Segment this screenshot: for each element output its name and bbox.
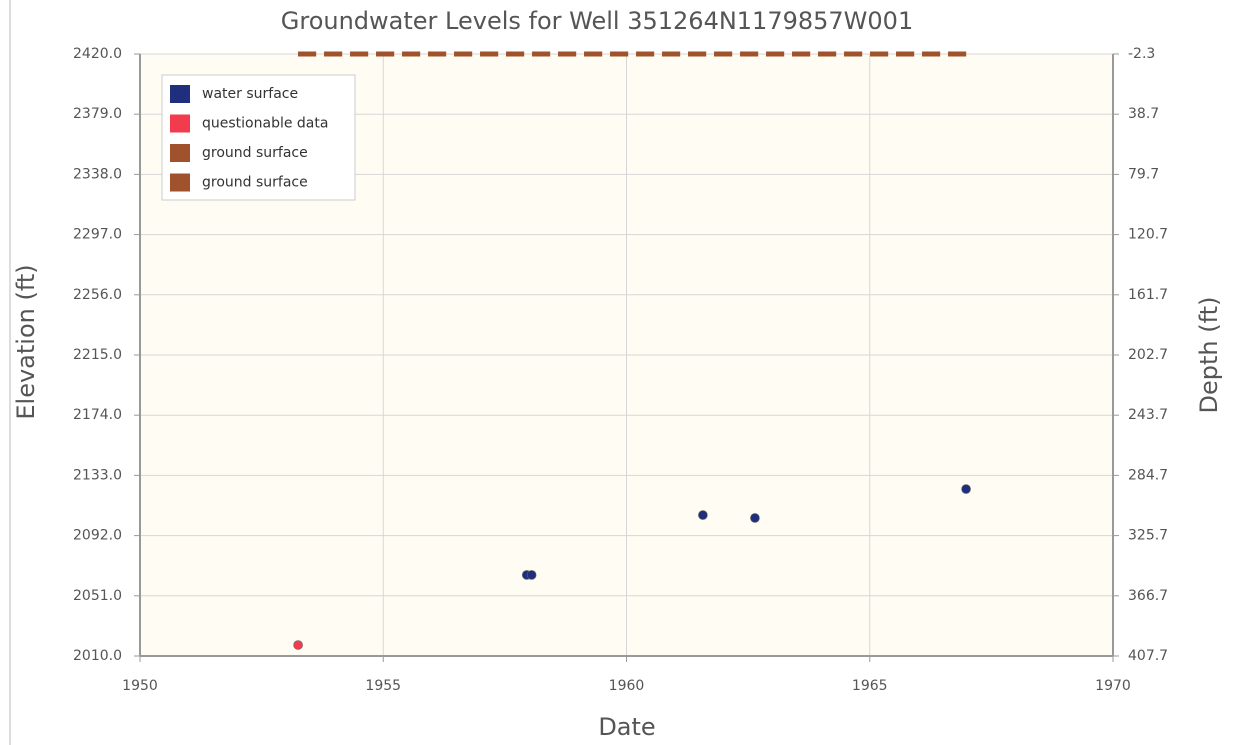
legend-swatch <box>170 85 190 103</box>
x-tick-label: 1950 <box>122 678 158 694</box>
y-tick-label: 2133.0 <box>73 467 122 483</box>
y2-tick-label: 325.7 <box>1128 528 1168 544</box>
y2-tick-label: 161.7 <box>1128 287 1168 303</box>
x-tick-label: 1970 <box>1095 678 1131 694</box>
point <box>698 510 708 520</box>
y-tick-label: 2379.0 <box>73 106 122 122</box>
legend-swatch <box>170 114 190 133</box>
y2-tick-label: 366.7 <box>1128 588 1168 604</box>
point <box>293 640 303 650</box>
grid: 2010.0 2051.0 2092.0 2133.0 2174.0 2215.0 2256… <box>73 46 1168 694</box>
y-tick-label: 2010.0 <box>73 648 122 664</box>
y-tick-label: 2420.0 <box>73 46 122 62</box>
y-tick-label: 2215.0 <box>73 347 122 363</box>
chart-title: Groundwater Levels for Well 351264N11798… <box>281 7 913 35</box>
point <box>750 513 760 523</box>
legend-swatch <box>170 144 190 162</box>
legend-swatch <box>170 173 190 192</box>
x-tick-label: 1965 <box>852 678 888 694</box>
y2-tick-label: 202.7 <box>1128 347 1168 363</box>
y2-tick-label: 79.7 <box>1128 166 1159 182</box>
legend-box <box>161 74 356 201</box>
marks <box>293 51 971 650</box>
legend-label: questionable data <box>202 116 328 132</box>
legend-label: water surface <box>202 86 298 102</box>
x-tick-label: 1955 <box>365 678 401 694</box>
y-axis-title: Elevation (ft) <box>12 264 40 419</box>
y2-tick-label: 38.7 <box>1128 106 1159 122</box>
x-tick-label: 1960 <box>609 678 645 694</box>
point <box>961 484 971 494</box>
legend: water surface questionable data ground sur… <box>161 74 356 201</box>
y-tick-label: 2092.0 <box>73 528 122 544</box>
x-axis-title: Date <box>598 713 655 741</box>
y2-tick-label: 120.7 <box>1128 227 1168 243</box>
y2-tick-label: 243.7 <box>1128 407 1168 423</box>
y2-tick-label: 407.7 <box>1128 648 1168 664</box>
y2-axis-title: Depth (ft) <box>1195 297 1223 414</box>
legend-label: ground surface <box>202 175 308 191</box>
y-tick-label: 2338.0 <box>73 166 122 182</box>
y-tick-label: 2174.0 <box>73 407 122 423</box>
y-tick-label: 2297.0 <box>73 227 122 243</box>
legend-label: ground surface <box>202 145 308 161</box>
point <box>526 570 537 580</box>
y-tick-label: 2256.0 <box>73 287 122 303</box>
y-tick-label: 2051.0 <box>73 588 122 604</box>
y2-tick-label: 284.7 <box>1128 467 1168 483</box>
y2-tick-label: -2.3 <box>1128 46 1155 62</box>
